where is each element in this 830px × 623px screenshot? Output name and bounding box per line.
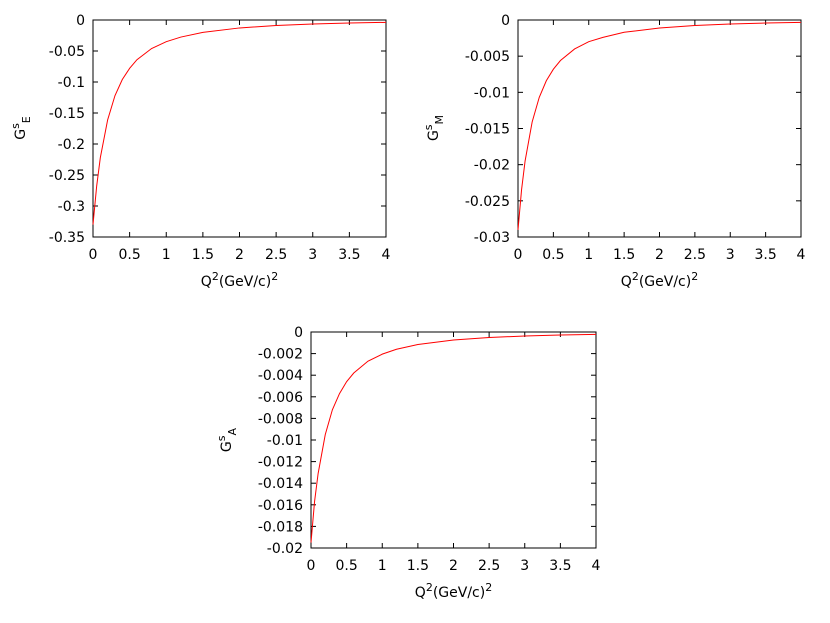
y-tick-label: -0.015 xyxy=(465,122,510,138)
x-tick-label: 1.5 xyxy=(407,558,429,574)
x-tick-label: 2 xyxy=(235,247,244,263)
x-tick-label: 3 xyxy=(308,247,317,263)
y-tick-label: 0 xyxy=(501,13,510,29)
series-line-ge xyxy=(92,21,387,225)
x-tick-label: 4 xyxy=(592,558,601,574)
y-tick-label: 0 xyxy=(76,13,85,29)
x-tick-label: 4 xyxy=(382,247,391,263)
y-tick-label: -0.2 xyxy=(58,137,85,153)
y-tick-label: -0.05 xyxy=(49,44,85,60)
x-tick-label: 0.5 xyxy=(542,247,564,263)
y-tick-label: 0 xyxy=(294,325,303,341)
x-axis-label: Q2(GeV/c)2 xyxy=(415,581,492,601)
x-tick-label: 1.5 xyxy=(613,247,635,263)
x-tick-label: 0 xyxy=(514,247,523,263)
y-tick-label: -0.008 xyxy=(258,411,303,427)
y-tick-label: -0.01 xyxy=(474,85,510,101)
x-tick-label: 3 xyxy=(520,558,529,574)
y-tick-label: -0.02 xyxy=(474,158,510,174)
x-tick-label: 0 xyxy=(307,558,316,574)
x-tick-label: 0 xyxy=(89,247,98,263)
y-tick-label: -0.012 xyxy=(258,455,303,471)
chart-panel-ga: 0 0.5 1 1.5 2 2.5 3 3.5 4 0 -0.002 -0.004 -0.006 -0.0… xyxy=(215,325,601,601)
x-tick-label: 2.5 xyxy=(478,558,500,574)
plot-frame xyxy=(517,19,802,238)
x-tick-label: 1 xyxy=(162,247,171,263)
x-tick-label: 2 xyxy=(655,247,664,263)
x-tick-label: 1 xyxy=(378,558,387,574)
y-tick-label: -0.004 xyxy=(258,368,303,384)
y-tick-label: -0.25 xyxy=(49,168,85,184)
y-tick-label: -0.014 xyxy=(258,476,303,492)
series-line-gm xyxy=(517,21,802,230)
y-tick-label: -0.005 xyxy=(465,49,510,65)
y-tick-label: -0.03 xyxy=(474,230,510,246)
x-tick-label: 3.5 xyxy=(549,558,571,574)
y-tick-label: -0.016 xyxy=(258,498,303,514)
x-tick-label: 0.5 xyxy=(118,247,140,263)
x-tick-label: 2 xyxy=(449,558,458,574)
y-axis-label: GsA xyxy=(215,427,239,452)
y-axis-label: GsM xyxy=(422,115,446,141)
x-axis-label: Q2(GeV/c)2 xyxy=(621,270,698,290)
y-tick-label: -0.01 xyxy=(267,433,303,449)
x-tick-label: 4 xyxy=(797,247,806,263)
y-axis-label: GsE xyxy=(9,116,33,140)
y-tick-label: -0.02 xyxy=(267,541,303,557)
y-tick-label: -0.3 xyxy=(58,199,85,215)
y-tick-label: -0.15 xyxy=(49,106,85,122)
x-axis-label: Q2(GeV/c)2 xyxy=(201,270,278,290)
y-tick-label: -0.018 xyxy=(258,519,303,535)
chart-panel-gm: 0 0.5 1 1.5 2 2.5 3 3.5 4 0 -0.005 -0.01 -0.015 -0.02… xyxy=(422,13,806,290)
x-tick-label: 3.5 xyxy=(338,247,360,263)
x-tick-label: 3 xyxy=(726,247,735,263)
x-tick-label: 1.5 xyxy=(192,247,214,263)
plot-frame xyxy=(310,331,597,549)
plot-frame xyxy=(92,19,387,238)
y-tick-label: -0.006 xyxy=(258,390,303,406)
x-tick-label: 3.5 xyxy=(754,247,776,263)
x-tick-label: 2.5 xyxy=(265,247,287,263)
y-tick-label: -0.1 xyxy=(58,75,85,91)
x-tick-label: 0.5 xyxy=(335,558,357,574)
series-line-ga xyxy=(310,333,597,543)
chart-panel-ge: 0 0.5 1 1.5 2 2.5 3 3.5 4 0 -0.05 -0.1 -0.15 -0.2 -0.2… xyxy=(9,13,391,290)
y-tick-label: -0.35 xyxy=(49,230,85,246)
x-tick-label: 1 xyxy=(584,247,593,263)
y-tick-label: -0.002 xyxy=(258,347,303,363)
x-tick-label: 2.5 xyxy=(684,247,706,263)
y-tick-label: -0.025 xyxy=(465,194,510,210)
